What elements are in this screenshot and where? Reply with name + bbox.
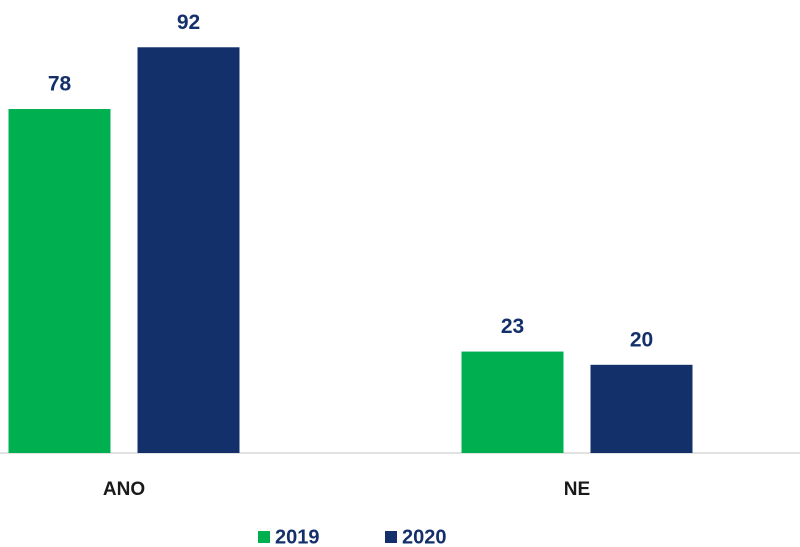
data-label: 78 [48, 73, 72, 96]
legend-swatch [385, 531, 397, 543]
legend-label: 2020 [402, 526, 447, 547]
x-tick-label: NE [564, 479, 590, 500]
bar [8, 109, 111, 454]
x-tick-label: ANO [103, 479, 145, 500]
data-label: 23 [501, 315, 524, 338]
data-label: 92 [177, 11, 200, 34]
legend-label: 2019 [275, 526, 320, 547]
bar [137, 47, 240, 453]
bar [461, 351, 564, 453]
bar [590, 364, 693, 453]
data-label: 20 [630, 328, 653, 351]
legend-swatch [258, 531, 270, 543]
